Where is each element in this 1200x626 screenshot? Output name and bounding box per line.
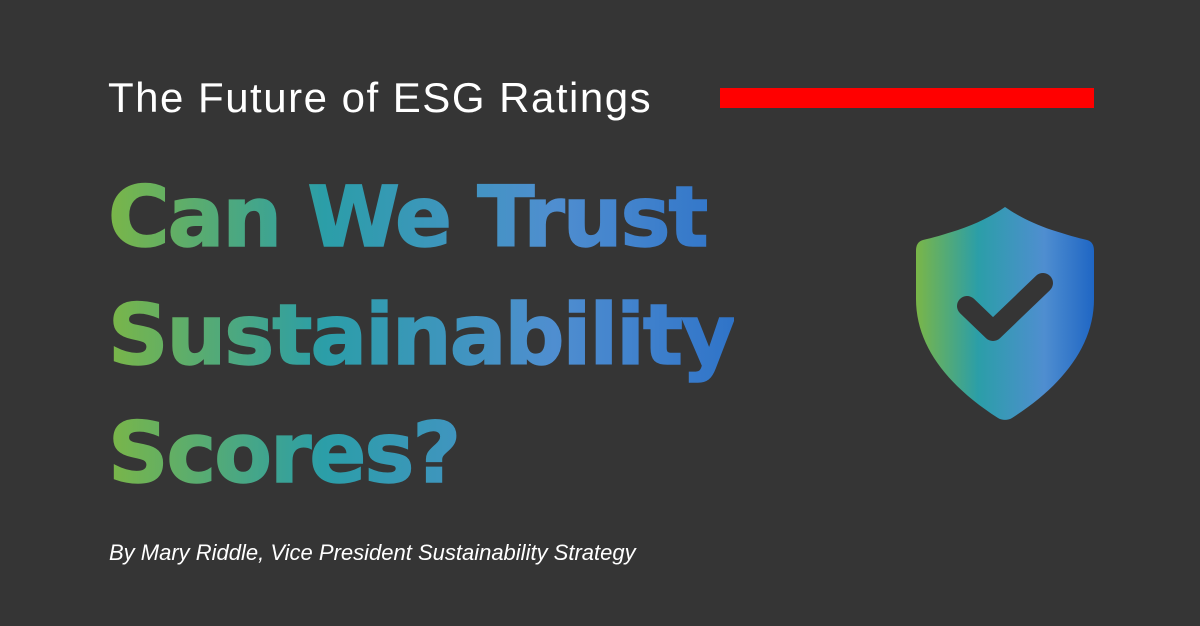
shield-check-icon-svg — [916, 207, 1094, 420]
headline-line-3: Scores? — [107, 394, 462, 512]
byline: By Mary Riddle, Vice President Sustainab… — [109, 540, 636, 565]
accent-bar — [720, 88, 1094, 108]
headline: Can We Trust Sustainability Scores? — [107, 158, 868, 512]
check-mark — [957, 273, 1053, 341]
shield-check-icon — [914, 203, 1096, 423]
subtitle: The Future of ESG Ratings — [108, 74, 653, 121]
headline-line-2: Sustainability — [107, 276, 736, 394]
headline-line-1: Can We Trust — [107, 158, 709, 276]
